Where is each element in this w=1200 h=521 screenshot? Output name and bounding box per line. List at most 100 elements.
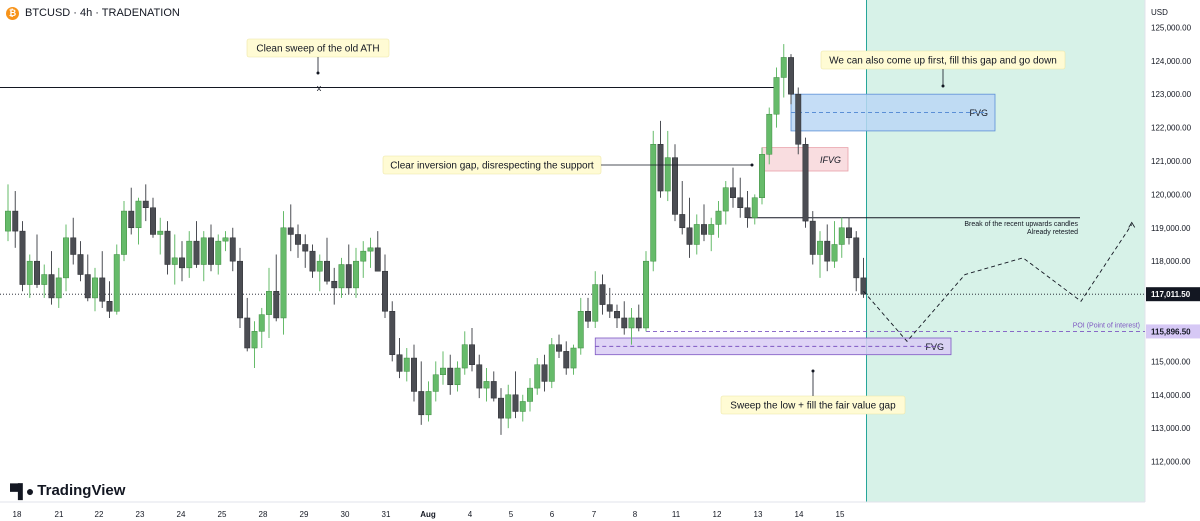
bullish-candle xyxy=(353,260,359,289)
bearish-candle xyxy=(730,187,736,198)
tradingview-logo[interactable]: ▀▌● TradingView xyxy=(10,482,125,499)
bullish-candle xyxy=(454,367,461,386)
bullish-candle xyxy=(838,227,845,245)
bearish-candle xyxy=(498,397,504,419)
bearish-candle xyxy=(599,284,606,305)
bearish-candle xyxy=(860,277,867,295)
time-tick-label: 31 xyxy=(382,510,391,519)
bearish-candle xyxy=(295,234,301,245)
bearish-candle xyxy=(128,210,135,229)
time-tick-label: 29 xyxy=(300,510,309,519)
logo-text: TradingView xyxy=(37,482,126,499)
bullish-candle xyxy=(432,374,439,392)
bullish-candle xyxy=(715,210,722,225)
bullish-candle xyxy=(280,227,287,319)
price-label-text: 115,896.50 xyxy=(1151,327,1191,336)
price-tick-label: 120,000.00 xyxy=(1151,190,1192,199)
bearish-candle xyxy=(788,57,794,95)
time-tick-label: 15 xyxy=(836,510,845,519)
symbol-title: BTCUSD · 4h · TRADENATION xyxy=(25,7,180,19)
bearish-candle xyxy=(701,224,707,235)
bearish-candle xyxy=(418,391,425,416)
price-tick-label: 122,000.00 xyxy=(1151,124,1192,133)
bearish-candle xyxy=(621,317,628,329)
bearish-candle xyxy=(672,157,678,215)
bullish-candle xyxy=(121,210,127,255)
bearish-candle xyxy=(324,260,330,282)
bearish-candle xyxy=(824,240,831,262)
bearish-candle xyxy=(447,367,454,386)
support-note-line2: Already retested xyxy=(1027,229,1078,236)
candles xyxy=(5,44,867,435)
bearish-candle xyxy=(657,144,664,192)
bullish-candle xyxy=(751,197,758,219)
bearish-candle xyxy=(679,214,686,229)
bullish-candle xyxy=(534,364,541,389)
bearish-candle xyxy=(846,227,852,239)
bearish-candle xyxy=(77,254,84,275)
bearish-candle xyxy=(193,240,200,265)
bullish-candle xyxy=(251,331,258,349)
time-tick-label: 5 xyxy=(509,510,514,519)
bullish-candle xyxy=(258,314,265,332)
bearish-candle xyxy=(164,230,171,265)
bullish-candle xyxy=(92,277,98,299)
time-tick-label: 23 xyxy=(136,510,145,519)
time-tick-label: 12 xyxy=(713,510,722,519)
bearish-candle xyxy=(34,260,40,285)
bullish-candle xyxy=(817,240,823,255)
bullish-candle xyxy=(316,260,323,272)
price-label-text: 117,011.50 xyxy=(1151,290,1191,299)
bearish-candle xyxy=(396,354,403,372)
bullish-candle xyxy=(628,317,635,329)
projection-zone xyxy=(866,0,1145,502)
bullish-candle xyxy=(519,401,526,412)
bearish-candle xyxy=(99,277,106,302)
bullish-candle xyxy=(577,311,584,349)
bullish-candle xyxy=(780,57,787,78)
bullish-candle xyxy=(831,244,838,262)
bullish-candle xyxy=(592,284,599,322)
bearish-candle xyxy=(795,93,802,145)
bearish-candle xyxy=(853,237,860,279)
bearish-candle xyxy=(614,311,620,319)
bullish-candle xyxy=(222,237,229,242)
bullish-candle xyxy=(693,224,700,245)
bearish-candle xyxy=(563,351,570,369)
upper-callout-text: We can also come up first, fill this gap… xyxy=(829,56,1057,67)
bullish-candle xyxy=(5,210,11,232)
lower-callout-text: Sweep the low + fill the fair value gap xyxy=(730,401,896,412)
time-tick-label: 8 xyxy=(633,510,638,519)
bearish-candle xyxy=(635,317,642,329)
bearish-candle xyxy=(802,144,809,222)
bullish-candle xyxy=(113,254,120,312)
bullish-candle xyxy=(548,344,555,382)
bearish-candle xyxy=(302,244,309,252)
time-tick-label: 22 xyxy=(95,510,104,519)
price-tick-label: 124,000.00 xyxy=(1151,57,1192,66)
price-axis-title: USD xyxy=(1151,8,1168,17)
support-note-line1: Break of the recent upwards candles xyxy=(964,221,1078,228)
bullish-candle xyxy=(722,187,729,212)
bullish-candle xyxy=(200,237,207,265)
time-tick-label: 11 xyxy=(672,510,681,519)
symbol-header[interactable]: ₿ BTCUSD · 4h · TRADENATION xyxy=(6,4,180,22)
price-tick-label: 112,000.00 xyxy=(1151,458,1191,467)
bearish-candle xyxy=(179,257,185,269)
upper-callout-pointer-dot xyxy=(941,84,945,88)
bearish-candle xyxy=(606,304,613,312)
bullish-candle xyxy=(215,240,222,265)
inversion-callout-text: Clear inversion gap, disrespecting the s… xyxy=(390,161,594,172)
bullish-candle xyxy=(766,113,773,155)
time-tick-label: 4 xyxy=(468,510,473,519)
bullish-candle xyxy=(63,237,69,279)
projection-arrow-icon xyxy=(1128,221,1136,228)
fvg-upper-zone-label: FVG xyxy=(969,108,988,118)
bullish-candle xyxy=(403,357,410,372)
price-tick-label: 123,000.00 xyxy=(1151,90,1192,99)
price-tick-label: 121,000.00 xyxy=(1151,157,1192,166)
bearish-candle xyxy=(382,270,388,312)
price-tick-label: 118,000.00 xyxy=(1151,257,1191,266)
price-label-box xyxy=(1146,287,1200,302)
